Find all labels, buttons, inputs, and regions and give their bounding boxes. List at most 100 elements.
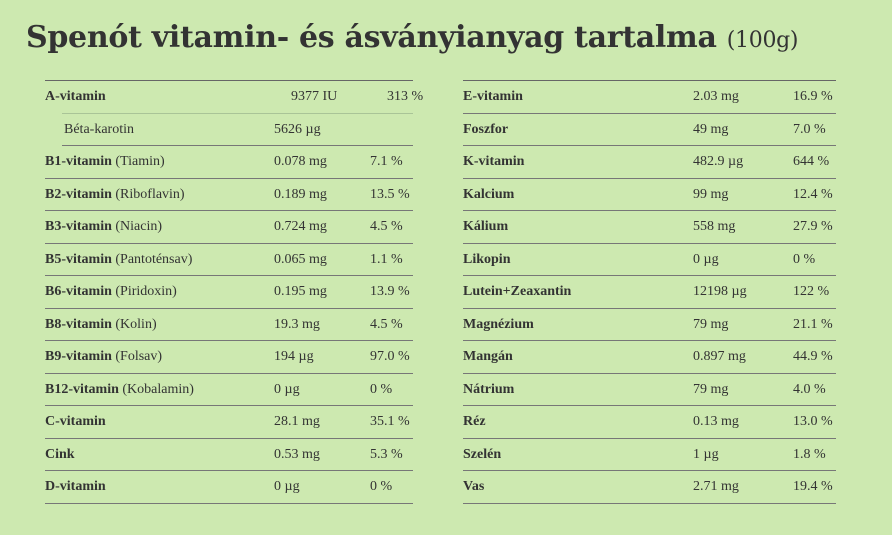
- nutrient-name-cell: D-vitamin: [45, 479, 106, 495]
- nutrient-row: B12-vitamin (Kobalamin) 0 µg 0 %: [45, 374, 413, 406]
- nutrient-amount: 5626 µg: [274, 121, 321, 137]
- nutrient-name-cell: Kálium: [463, 219, 508, 235]
- nutrient-name: B3-vitamin: [45, 219, 112, 234]
- nutrient-daily-percent: 12.4 %: [793, 186, 833, 202]
- nutrient-name: B8-vitamin: [45, 316, 112, 332]
- nutrient-amount: 0 µg: [693, 251, 719, 267]
- nutrient-daily-percent: 4.5 %: [370, 316, 403, 332]
- nutrient-name: Réz: [463, 414, 486, 429]
- nutrient-row: B1-vitamin (Tiamin) 0.078 mg 7.1 %: [45, 146, 413, 179]
- nutrient-table-right: E-vitamin 2.03 mg 16.9 % Foszfor 49 mg 7.0 % K…: [463, 80, 836, 504]
- nutrient-amount: 12198 µg: [693, 284, 747, 299]
- nutrient-amount: 0.189 mg: [274, 186, 327, 202]
- nutrient-name: B6-vitamin: [45, 284, 112, 299]
- nutrient-amount: 99 mg: [693, 186, 729, 202]
- nutrient-alt-name: (Folsav): [115, 349, 163, 364]
- nutrient-amount: 558 mg: [693, 219, 736, 234]
- nutrient-name-cell: Szelén: [463, 447, 501, 463]
- nutrient-name: K-vitamin: [463, 154, 525, 169]
- nutrient-alt-name: (Kobalamin): [122, 381, 194, 397]
- nutrient-name: Nátrium: [463, 381, 515, 397]
- nutrient-row: Szelén 1 µg 1.8 %: [463, 439, 836, 471]
- nutrient-amount: 194 µg: [274, 349, 314, 364]
- nutrient-name-cell: Cink: [45, 447, 75, 463]
- nutrient-row: K-vitamin 482.9 µg 644 %: [463, 146, 836, 179]
- nutrient-row: Réz 0.13 mg 13.0 %: [463, 406, 836, 439]
- nutrient-daily-percent: 97.0 %: [370, 349, 410, 364]
- nutrient-alt-name: (Niacin): [115, 219, 163, 234]
- nutrient-name-cell: Lutein+Zeaxantin: [463, 284, 571, 300]
- nutrient-amount: 49 mg: [693, 121, 729, 137]
- nutrient-table-left: A-vitamin 9377 IU 313 % Béta-karotin 5626 µg…: [45, 80, 423, 504]
- nutrient-row: Cink 0.53 mg 5.3 %: [45, 439, 413, 471]
- nutrient-daily-percent: 19.4 %: [793, 479, 833, 494]
- nutrient-daily-percent: 4.0 %: [793, 381, 826, 397]
- nutrient-name-cell: B1-vitamin (Tiamin): [45, 154, 165, 170]
- nutrient-name: A-vitamin: [45, 89, 106, 104]
- nutrient-name-cell: C-vitamin: [45, 414, 106, 430]
- nutrient-name-cell: Mangán: [463, 349, 513, 365]
- nutrient-row: Likopin 0 µg 0 %: [463, 244, 836, 276]
- nutrient-amount: 28.1 mg: [274, 414, 320, 429]
- nutrient-name-cell: Réz: [463, 414, 486, 430]
- nutrient-row: Nátrium 79 mg 4.0 %: [463, 374, 836, 406]
- nutrient-name: Szelén: [463, 446, 502, 462]
- nutrient-name: Foszfor: [463, 121, 509, 137]
- nutrient-daily-percent: 35.1 %: [370, 414, 410, 429]
- nutrient-name: Likopin: [463, 251, 511, 267]
- nutrient-name: C-vitamin: [45, 414, 106, 429]
- nutrient-amount: 79 mg: [693, 316, 729, 332]
- nutrient-amount: 2.71 mg: [693, 479, 739, 494]
- nutrient-name-cell: Likopin: [463, 252, 510, 268]
- nutrient-row: C-vitamin 28.1 mg 35.1 %: [45, 406, 413, 439]
- nutrient-daily-percent: 1.1 %: [370, 251, 403, 267]
- nutrient-row: Vas 2.71 mg 19.4 %: [463, 471, 836, 504]
- nutrient-daily-percent: 7.0 %: [793, 121, 826, 137]
- nutrient-row: B9-vitamin (Folsav) 194 µg 97.0 %: [45, 341, 413, 374]
- nutrient-daily-percent: 7.1 %: [370, 154, 403, 169]
- nutrient-alt-name: (Pantoténsav): [115, 251, 193, 267]
- nutrient-name: Béta-karotin: [64, 121, 134, 137]
- nutrient-amount: 19.3 mg: [274, 316, 320, 332]
- nutrient-alt-name: (Tiamin): [115, 154, 165, 169]
- nutrient-amount: 2.03 mg: [693, 89, 739, 104]
- nutrient-amount: 1 µg: [693, 446, 719, 462]
- nutrient-row: B5-vitamin (Pantoténsav) 0.065 mg 1.1 %: [45, 244, 413, 276]
- nutrient-name-cell: B12-vitamin (Kobalamin): [45, 382, 194, 398]
- nutrient-name-cell: K-vitamin: [463, 154, 524, 170]
- nutrient-name: B12-vitamin: [45, 381, 119, 397]
- nutrient-name-cell: Magnézium: [463, 317, 534, 333]
- nutrient-amount: 9377 IU: [291, 89, 338, 104]
- nutrient-daily-percent: 122 %: [793, 284, 830, 299]
- nutrient-amount: 482.9 µg: [693, 154, 744, 169]
- nutrient-daily-percent: 313 %: [387, 89, 424, 104]
- title-unit: (100g): [726, 28, 799, 53]
- nutrient-daily-percent: 44.9 %: [793, 349, 833, 364]
- nutrient-amount: 79 mg: [693, 381, 729, 397]
- nutrient-name: B5-vitamin: [45, 251, 112, 267]
- nutrient-daily-percent: 13.0 %: [793, 414, 833, 429]
- nutrient-name-cell: A-vitamin: [45, 89, 106, 105]
- nutrient-row: A-vitamin 9377 IU 313 %: [45, 81, 423, 114]
- nutrient-row: B8-vitamin (Kolin) 19.3 mg 4.5 %: [45, 309, 413, 341]
- nutrient-daily-percent: 0 %: [370, 479, 393, 494]
- page-title: Spenót vitamin- és ásványianyag tartalma…: [26, 20, 799, 55]
- nutrient-name: Kalcium: [463, 186, 515, 202]
- nutrient-row: D-vitamin 0 µg 0 %: [45, 471, 413, 504]
- nutrient-row: B2-vitamin (Riboflavin) 0.189 mg 13.5 %: [45, 179, 413, 211]
- nutrient-alt-name: (Riboflavin): [115, 186, 185, 202]
- nutrient-name-cell: Vas: [463, 479, 484, 495]
- nutrient-name: Vas: [463, 479, 485, 494]
- nutrient-daily-percent: 16.9 %: [793, 89, 833, 104]
- nutrient-amount: 0.065 mg: [274, 251, 327, 267]
- nutrient-daily-percent: 0 %: [793, 251, 816, 267]
- nutrient-name: Mangán: [463, 349, 513, 364]
- nutrient-daily-percent: 0 %: [370, 381, 393, 397]
- nutrient-amount: 0.724 mg: [274, 219, 327, 234]
- nutrient-row: Foszfor 49 mg 7.0 %: [463, 114, 836, 146]
- nutrient-daily-percent: 13.5 %: [370, 186, 410, 202]
- nutrient-row: Lutein+Zeaxantin 12198 µg 122 %: [463, 276, 836, 309]
- nutrient-name: Kálium: [463, 219, 509, 234]
- nutrient-row: Magnézium 79 mg 21.1 %: [463, 309, 836, 341]
- nutrient-daily-percent: 1.8 %: [793, 446, 826, 462]
